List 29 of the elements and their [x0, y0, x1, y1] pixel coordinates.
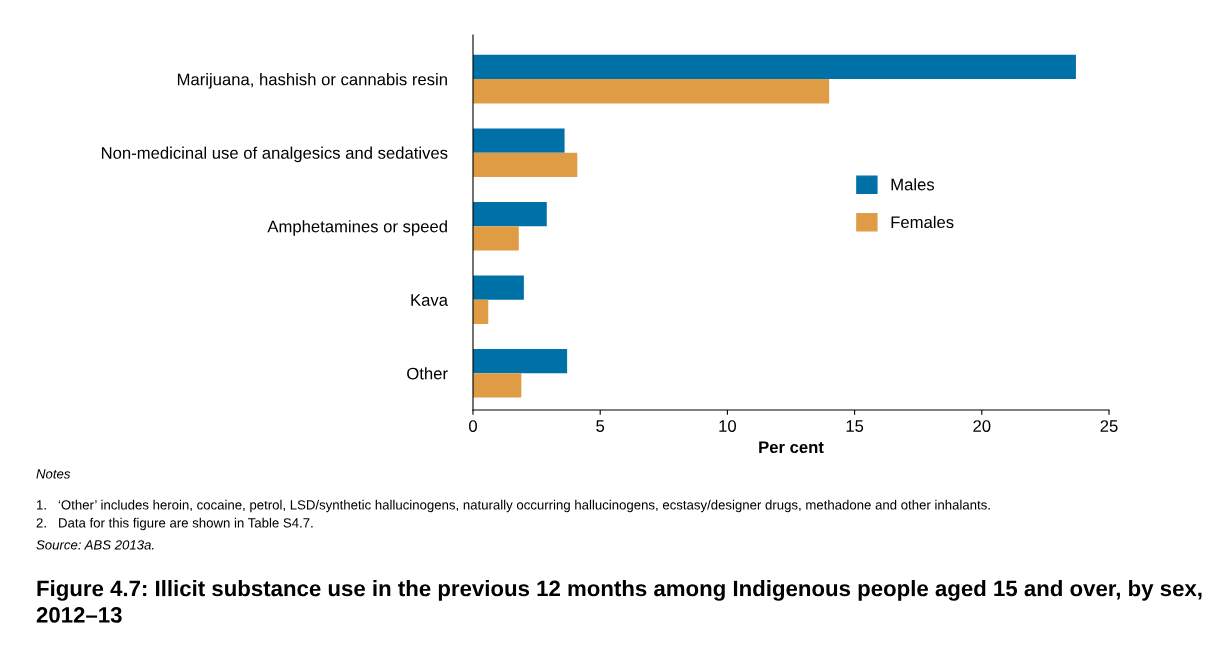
bar [473, 373, 522, 398]
text: 2. Data for this figure are shown in Table S4.7. [36, 517, 313, 531]
x-tick-label: 25 [1100, 420, 1118, 432]
bar [473, 201, 547, 227]
x-tick-label: 10 [719, 420, 737, 432]
y-tick-label: Amphetamines or speed [267, 220, 447, 236]
y-tick-label: Other [407, 367, 448, 380]
text: 1. ‘Other’ includes heroin, cocaine, petrol, LSD/synthetic hallucinogens, naturally occurring hallucinogens, ecstasy/designer drugs, methadone and other inhalants. [37, 499, 990, 513]
legend-label: Males [891, 178, 935, 191]
text: Figure 4.7: Illicit substance use in the previous 12 months among Indigenous people aged 15 and over, by sex, 2012–13 [36, 580, 1202, 623]
text: Notes [36, 469, 71, 479]
x-tick-label: 20 [973, 420, 991, 432]
legend-label: Females [891, 215, 954, 229]
y-tick-label: Non-medicinal use of analgesics and sedatives [101, 146, 448, 163]
x-tick-label: 5 [596, 420, 605, 432]
bar [473, 275, 524, 300]
bar [473, 226, 519, 251]
x-axis-title: Per cent [759, 441, 824, 454]
bar [473, 152, 578, 177]
y-tick-label: Kava [411, 294, 448, 306]
x-tick-label: 0 [469, 420, 477, 432]
bar [473, 79, 830, 104]
bar [473, 54, 1076, 80]
y-tick-label: Marijuana, hashish or cannabis resin [177, 73, 447, 89]
bar [473, 348, 568, 374]
bar [473, 128, 565, 153]
bar [473, 299, 489, 324]
source-note: Source: ABS 2013a. [36, 540, 154, 550]
x-tick-label: 15 [846, 420, 864, 432]
